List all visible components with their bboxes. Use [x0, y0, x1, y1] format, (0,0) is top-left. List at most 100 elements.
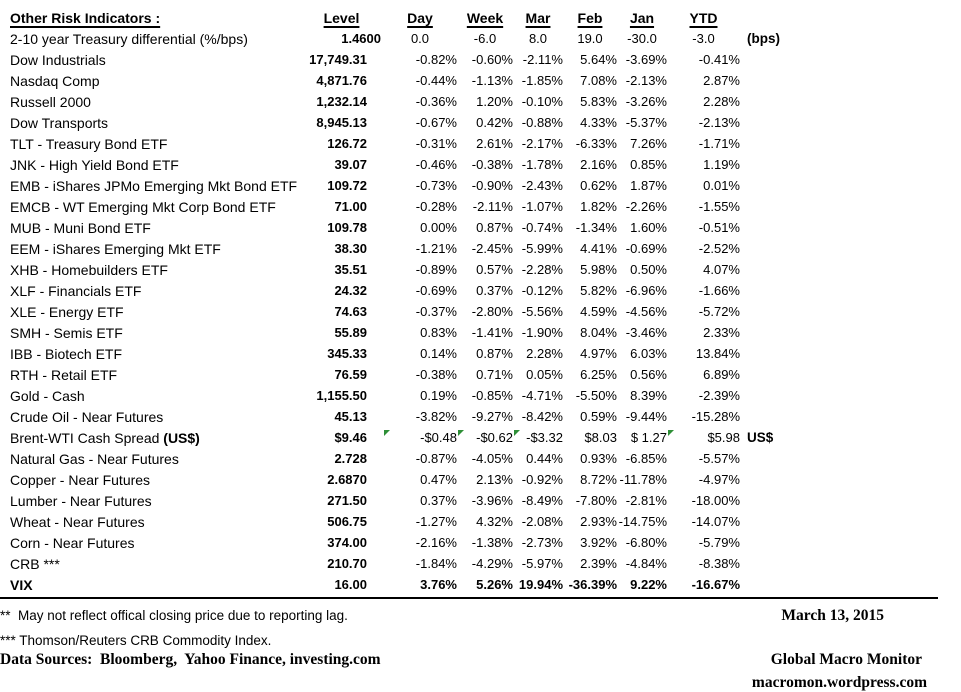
table-cell-jan: 6.03% — [617, 343, 667, 364]
row-label: Copper - Near Futures — [10, 471, 151, 488]
table-cell-mar: -8.49% — [513, 490, 563, 511]
table-cell-mar: -0.12% — [513, 280, 563, 301]
cell-value-mar: -$3.32 — [526, 430, 563, 445]
row-label: Dow Transports — [10, 114, 109, 131]
cell-value-jan: -2.26% — [625, 199, 667, 214]
table-cell-day: -1.84% — [383, 553, 457, 574]
table-cell-week: -2.11% — [457, 196, 513, 217]
cell-value-mar: 8.0 — [528, 31, 548, 46]
table-cell-unit: US$ — [740, 427, 940, 448]
table-cell-unit — [740, 133, 940, 154]
table-cell-unit — [740, 469, 940, 490]
table-cell-unit — [740, 217, 940, 238]
cell-value-level: $9.46 — [334, 430, 367, 445]
table-cell-mar: -5.56% — [513, 301, 563, 322]
row-label: Brent-WTI Cash Spread — [10, 429, 164, 446]
row-label: CRB *** — [10, 555, 60, 572]
table-cell-week: -$0.62 — [457, 427, 513, 448]
row-label: XLF - Financials ETF — [10, 282, 142, 299]
cell-value-ytd: -1.55% — [698, 199, 740, 214]
table-cell-ytd: -2.39% — [667, 385, 740, 406]
row-label: IBB - Biotech ETF — [10, 345, 123, 362]
cell-value-level: 35.51 — [334, 262, 367, 277]
cell-value-feb: 2.16% — [580, 157, 617, 172]
table-cell-week: 4.32% — [457, 511, 513, 532]
cell-value-jan: -2.13% — [625, 73, 667, 88]
table-row: Copper - Near Futures 2.6870 0.47% 2.13% -0.… — [0, 469, 940, 490]
table-row: Crude Oil - Near Futures 45.13 -3.82% -9.27… — [0, 406, 940, 427]
cell-value-mar: 2.28% — [526, 346, 563, 361]
cell-value-week: 0.37% — [476, 283, 513, 298]
table-cell-day: 0.47% — [383, 469, 457, 490]
cell-value-ytd: 2.33% — [703, 325, 740, 340]
table-cell-day: -1.21% — [383, 238, 457, 259]
cell-value-mar: -1.78% — [521, 157, 563, 172]
table-cell-unit — [740, 385, 940, 406]
table-cell-feb: -6.33% — [563, 133, 617, 154]
table-cell-level: 2.728 — [300, 448, 383, 469]
table-cell-mar: -1.90% — [513, 322, 563, 343]
table-cell-label: Brent-WTI Cash Spread (US$) — [0, 427, 300, 448]
table-cell-unit — [740, 196, 940, 217]
cell-value-jan: 1.60% — [630, 220, 667, 235]
cell-value-day: 0.37% — [420, 493, 457, 508]
footnote-row-2: *** Thomson/Reuters CRB Commodity Index. — [0, 632, 940, 650]
cell-value-week: -2.80% — [471, 304, 513, 319]
table-cell-ytd: -0.41% — [667, 49, 740, 70]
table-cell-mar: -0.10% — [513, 91, 563, 112]
table-cell-unit — [740, 490, 940, 511]
table-cell-label: Russell 2000 — [0, 91, 300, 112]
table-cell-day: -0.89% — [383, 259, 457, 280]
cell-value-ytd: -2.52% — [698, 241, 740, 256]
table-cell-feb: 4.59% — [563, 301, 617, 322]
table-cell-ytd: -8.38% — [667, 553, 740, 574]
cell-value-ytd: -0.41% — [698, 52, 740, 67]
table-cell-mar: -4.71% — [513, 385, 563, 406]
table-row: 2-10 year Treasury differential (%/bps) 1… — [0, 28, 940, 49]
cell-value-feb: $8.03 — [584, 430, 617, 445]
table-row: TLT - Treasury Bond ETF 126.72 -0.31% 2.61%… — [0, 133, 940, 154]
cell-value-level: 271.50 — [327, 493, 367, 508]
table-cell-ytd: -0.51% — [667, 217, 740, 238]
table-cell-ytd: -1.66% — [667, 280, 740, 301]
table-cell-label: SMH - Semis ETF — [0, 322, 300, 343]
table-cell-feb: -36.39% — [563, 574, 617, 595]
cell-value-jan: 0.85% — [630, 157, 667, 172]
table-cell-jan: -9.44% — [617, 406, 667, 427]
cell-value-feb: -1.34% — [575, 220, 617, 235]
cell-value-day: 3.76% — [420, 577, 457, 592]
table-cell-week: -2.45% — [457, 238, 513, 259]
table-cell-day: -0.38% — [383, 364, 457, 385]
table-cell-feb: 5.98% — [563, 259, 617, 280]
cell-value-feb: 2.93% — [580, 514, 617, 529]
table-cell-unit — [740, 154, 940, 175]
cell-value-day: -0.38% — [415, 367, 457, 382]
cell-value-ytd: -5.72% — [698, 304, 740, 319]
cell-value-week: -3.96% — [471, 493, 513, 508]
header-cell: Level — [300, 3, 383, 28]
cell-value-level: 76.59 — [334, 367, 367, 382]
table-cell-level: 271.50 — [300, 490, 383, 511]
row-label: Nasdaq Comp — [10, 72, 100, 89]
cell-value-jan: -0.69% — [625, 241, 667, 256]
table-cell-jan: 9.22% — [617, 574, 667, 595]
cell-value-feb: 8.04% — [580, 325, 617, 340]
cell-value-mar: -0.12% — [521, 283, 563, 298]
cell-value-week: 2.61% — [476, 136, 513, 151]
cell-value-week: -$0.62 — [476, 430, 513, 445]
cell-value-mar: -0.10% — [521, 94, 563, 109]
table-cell-ytd: 4.07% — [667, 259, 740, 280]
table-cell-jan: -2.26% — [617, 196, 667, 217]
table-cell-mar: -2.08% — [513, 511, 563, 532]
cell-value-level: 210.70 — [327, 556, 367, 571]
table-row: EEM - iShares Emerging Mkt ETF 38.30 -1.21… — [0, 238, 940, 259]
table-cell-day: -$0.48 — [383, 427, 457, 448]
table-cell-feb: 5.83% — [563, 91, 617, 112]
table-cell-mar: -0.88% — [513, 112, 563, 133]
table-cell-week: -9.27% — [457, 406, 513, 427]
table-cell-ytd: 1.19% — [667, 154, 740, 175]
table-cell-feb: 4.33% — [563, 112, 617, 133]
cell-value-jan: -3.69% — [625, 52, 667, 67]
cell-value-mar: -5.99% — [521, 241, 563, 256]
table-cell-jan: -4.84% — [617, 553, 667, 574]
